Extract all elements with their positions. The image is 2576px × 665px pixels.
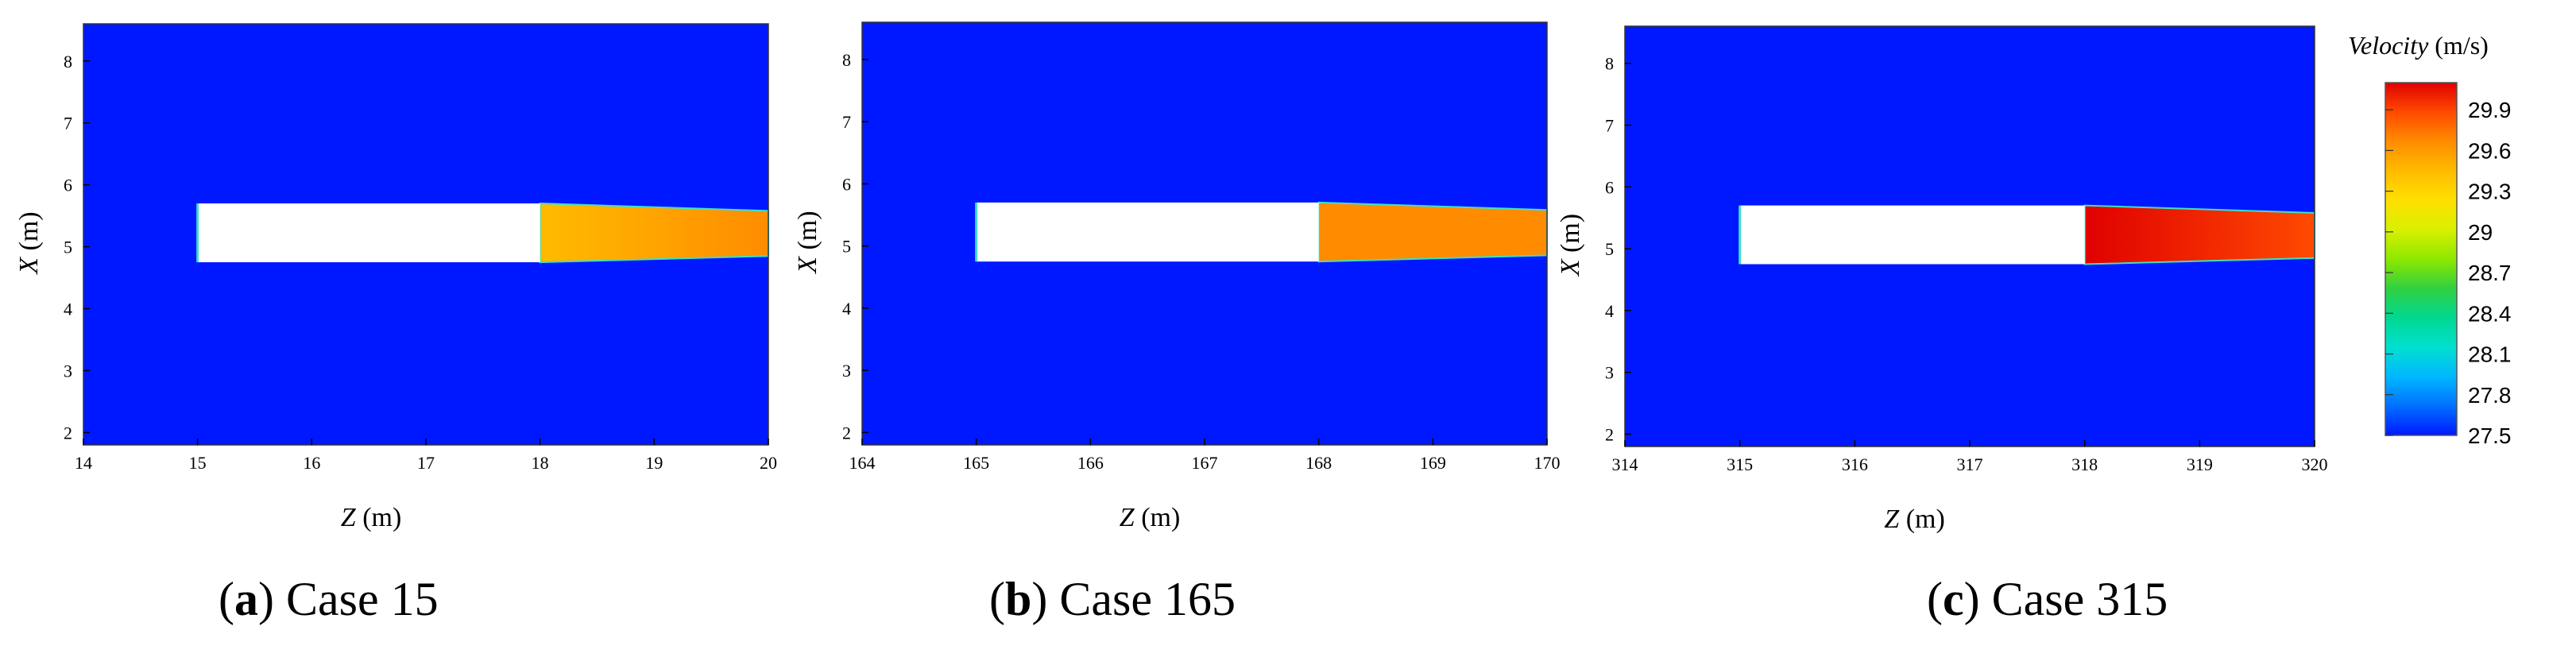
y-tick-label: 5 [842, 237, 851, 257]
y-tick-label: 5 [64, 238, 72, 257]
colorbar-title: Velocity (m/s) [2348, 31, 2489, 60]
x-tick-label: 164 [849, 453, 876, 473]
y-axis-title: X (m) [793, 211, 822, 274]
colorbar-scale [2385, 82, 2458, 436]
x-tick-label: 166 [1077, 453, 1104, 473]
y-tick-label: 2 [842, 423, 851, 443]
colorbar-tick-label: 29.3 [2468, 180, 2512, 204]
y-tick-label: 6 [842, 174, 851, 194]
colorbar-tick-label: 27.8 [2468, 383, 2512, 408]
y-tick-label: 6 [1605, 177, 1614, 197]
x-tick-label: 315 [1727, 454, 1753, 474]
x-tick-label: 319 [2187, 454, 2213, 474]
x-tick-label: 320 [2302, 454, 2328, 474]
y-axis-title: X (m) [1556, 214, 1585, 277]
y-tick-label: 8 [1605, 54, 1614, 74]
vehicle-body [976, 202, 1319, 262]
x-tick-label: 17 [417, 453, 435, 473]
y-tick-label: 7 [64, 114, 72, 133]
x-tick-label: 168 [1305, 453, 1332, 473]
colorbar-tick-label: 28.1 [2468, 342, 2512, 367]
y-tick-label: 2 [1605, 424, 1614, 444]
x-tick-label: 169 [1420, 453, 1446, 473]
wake-region [2083, 204, 2315, 265]
caption-b: (b) Case 165 [989, 573, 1236, 625]
x-tick-label: 19 [645, 453, 663, 473]
caption-letter-c: c [1942, 573, 1964, 625]
x-axis-title: Z (m) [1120, 503, 1181, 532]
caption-text-c: Case 315 [1991, 573, 2168, 625]
colorbar-tick-label: 28.7 [2468, 261, 2512, 285]
y-tick-label: 3 [64, 361, 72, 381]
caption-a: (a) Case 15 [219, 573, 439, 625]
panel-a: 14 15 16 17 18 19 20 2 3 4 5 6 7 8 Z (m) X (m) [14, 23, 777, 532]
x-tick-label: 18 [532, 453, 549, 473]
x-axis-title: Z (m) [341, 503, 402, 532]
y-tick-label: 3 [1605, 363, 1614, 383]
x-tick-label: 316 [1842, 454, 1868, 474]
y-tick-label: 2 [64, 423, 72, 443]
caption-letter-b: b [1004, 573, 1032, 625]
vehicle-body [1739, 205, 2085, 265]
x-tick-label: 170 [1534, 453, 1561, 473]
colorbar-tick-label: 29 [2468, 220, 2493, 245]
y-tick-label: 4 [1605, 301, 1614, 321]
wake-region [1317, 201, 1548, 263]
caption-c: (c) Case 315 [1927, 573, 2168, 625]
panel-b: 164 165 166 167 168 169 170 2 3 4 5 6 7 8 Z (m) X (m) [793, 21, 1561, 532]
x-tick-label: 165 [963, 453, 989, 473]
wake-region [539, 202, 769, 264]
caption-letter-a: a [234, 573, 258, 625]
y-tick-label: 6 [64, 176, 72, 195]
x-tick-label: 14 [75, 453, 92, 473]
colorbar-tick-label: 28.4 [2468, 301, 2512, 326]
panel-c: 314 315 316 317 318 319 320 2 3 4 5 6 7 8 Z (m) X (m) [1556, 25, 2328, 534]
y-tick-label: 8 [842, 50, 851, 70]
vehicle-body [197, 203, 540, 263]
y-tick-label: 4 [842, 299, 851, 319]
y-tick-label: 4 [64, 300, 72, 319]
caption-text-b: Case 165 [1059, 573, 1236, 625]
x-tick-label: 317 [1957, 454, 1983, 474]
x-tick-label: 16 [303, 453, 320, 473]
colorbar: Velocity (m/s) 29.9 29.6 29.3 29 28.7 28.4 28.1… [2348, 31, 2512, 448]
colorbar-tick-label: 27.5 [2468, 423, 2512, 448]
y-tick-label: 8 [64, 52, 72, 72]
panels: 14 15 16 17 18 19 20 2 3 4 5 6 7 8 Z (m) X (m) 164 165 166… [14, 21, 2328, 534]
caption-text-a: Case 15 [285, 573, 439, 625]
x-axis-title: Z (m) [1884, 505, 1945, 534]
y-tick-label: 3 [842, 361, 851, 381]
y-tick-label: 7 [842, 112, 851, 132]
y-tick-label: 7 [1605, 115, 1614, 135]
x-tick-label: 15 [189, 453, 207, 473]
x-tick-label: 314 [1612, 454, 1638, 474]
y-tick-label: 5 [1605, 239, 1614, 259]
colorbar-tick-label: 29.6 [2468, 138, 2512, 163]
colorbar-tick-label: 29.9 [2468, 98, 2512, 122]
y-axis-title: X (m) [14, 211, 44, 275]
x-tick-label: 318 [2071, 454, 2098, 474]
x-tick-label: 20 [760, 453, 777, 473]
x-tick-label: 167 [1192, 453, 1218, 473]
